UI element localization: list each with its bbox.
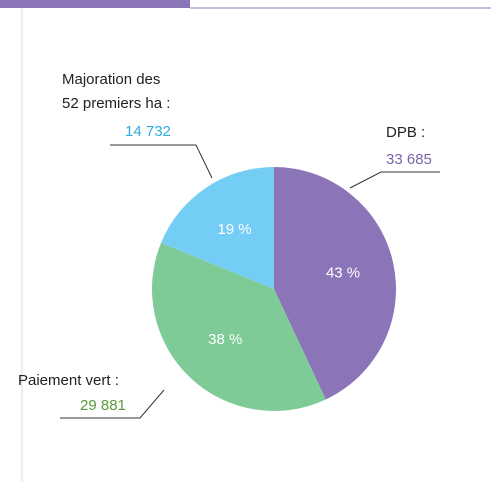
leader-lines	[60, 144, 440, 419]
pie-slice	[152, 242, 326, 411]
leader-line	[60, 389, 165, 419]
category-label: Majoration des 52 premiers ha :	[62, 71, 170, 112]
leader-line	[349, 171, 440, 189]
category-label: DPB :	[386, 124, 425, 141]
pie-slice	[161, 167, 274, 289]
category-label-line: Majoration des	[62, 71, 160, 88]
value-label: 33 685	[386, 151, 432, 168]
percent-label: 43 %	[326, 265, 360, 282]
percent-label: 38 %	[208, 331, 242, 348]
value-label: 14 732	[125, 123, 171, 140]
pie	[152, 167, 396, 411]
leader-line	[110, 144, 213, 179]
percent-label: 19 %	[217, 221, 251, 238]
header-tab	[0, 0, 190, 8]
value-label: 29 881	[80, 397, 126, 414]
category-label-line: 52 premiers ha :	[62, 95, 170, 112]
pie-slice	[274, 167, 396, 400]
category-label: Paiement vert :	[18, 372, 119, 389]
